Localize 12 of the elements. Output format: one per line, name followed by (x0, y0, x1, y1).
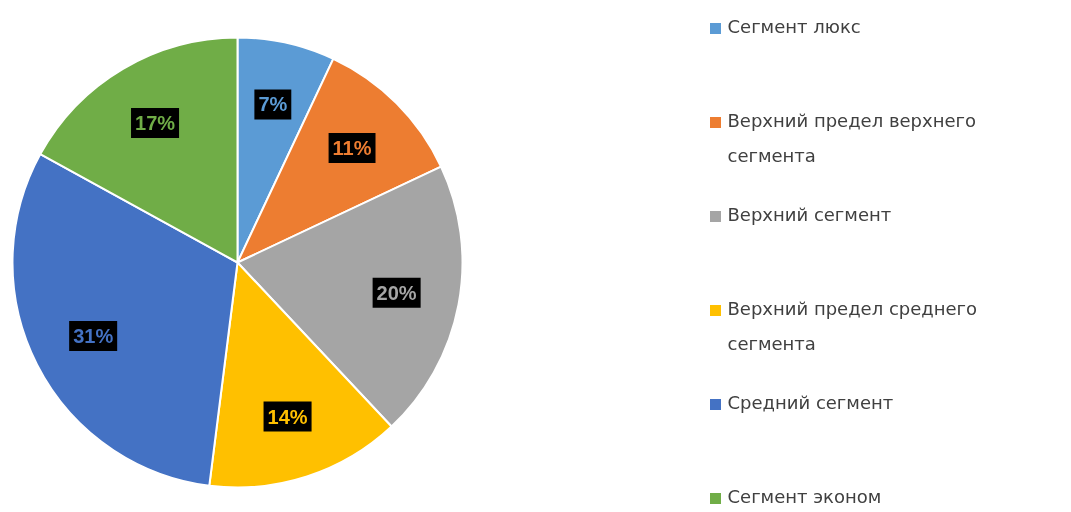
legend-label: Сегмент люкс (727, 15, 861, 37)
legend-label: Верхний сегмент (727, 203, 892, 225)
legend-label: Сегмент эконом (727, 485, 882, 507)
legend-label: Верхний предел среднего сегмента (727, 297, 978, 355)
data-label: 7% (258, 93, 288, 116)
data-label: 31% (73, 325, 114, 348)
data-label: 11% (332, 136, 372, 159)
legend-label: Верхний предел верхнего сегмента (727, 109, 976, 167)
data-label: 14% (267, 405, 308, 428)
data-label: 20% (376, 281, 417, 304)
data-label: 17% (135, 112, 176, 135)
legend-label: Средний сегмент (727, 391, 894, 413)
